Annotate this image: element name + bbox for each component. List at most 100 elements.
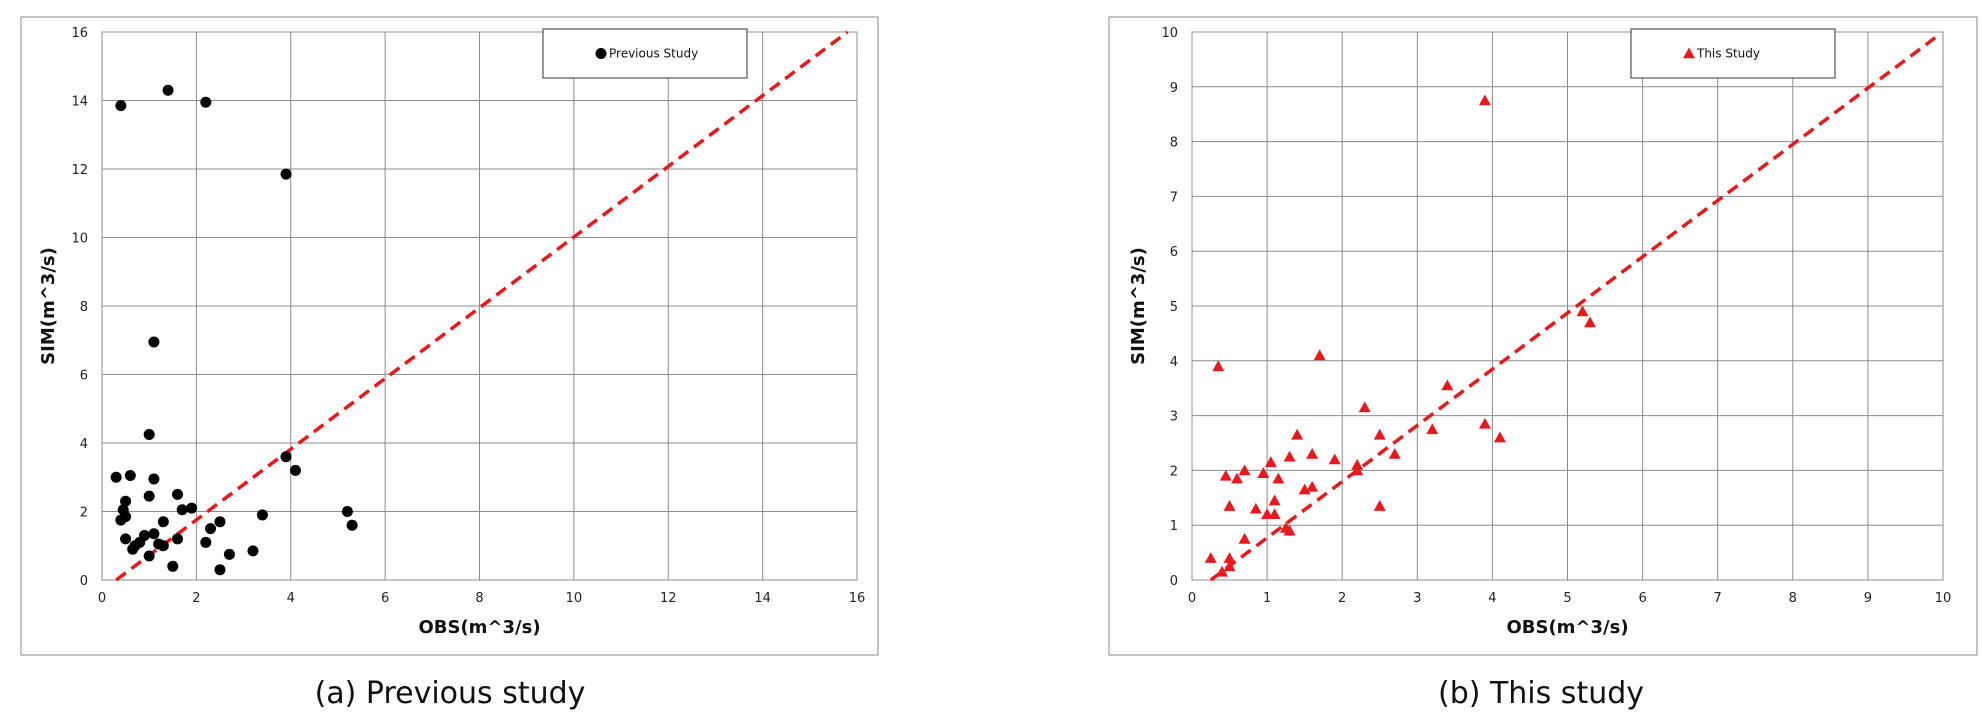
data-point [1264, 456, 1277, 467]
x-tick-label: 4 [287, 591, 295, 606]
y-tick-label: 7 [1170, 190, 1178, 205]
data-point [1283, 524, 1296, 536]
y-axis-ticks: 0 2 4 6 8 10 12 14 16 [71, 26, 88, 589]
data-point [1426, 423, 1439, 435]
data-point [167, 560, 179, 572]
data-point [148, 473, 160, 485]
y-tick-label: 4 [80, 437, 88, 452]
data-point [157, 516, 169, 528]
data-point [1223, 500, 1236, 511]
y-tick-label: 4 [1170, 355, 1178, 370]
chart-previous-study: 0 2 4 6 8 10 12 14 16 0 2 4 6 8 10 12 14 16 OBS(m^3/s) S… [20, 16, 879, 711]
data-point [186, 502, 198, 514]
x-tick-label: 7 [1714, 591, 1722, 606]
legend-marker-symbol [1683, 47, 1695, 59]
x-tick-label: 3 [1413, 591, 1421, 606]
data-point [1584, 316, 1597, 328]
x-tick-label: 8 [1789, 591, 1797, 606]
data-point [1328, 453, 1341, 465]
x-tick-label: 4 [1488, 591, 1496, 606]
x-tick-label: 0 [1188, 591, 1196, 606]
data-point [1272, 472, 1285, 484]
data-point [1257, 467, 1270, 478]
y-tick-label: 9 [1170, 81, 1178, 96]
legend: This Study [1630, 28, 1836, 79]
x-tick-label: 8 [475, 591, 483, 606]
one-to-one-line [115, 30, 849, 582]
data-point [120, 495, 132, 507]
caption: (b) This study [1438, 676, 1644, 711]
data-point [148, 528, 160, 540]
data-point [205, 523, 217, 535]
data-point [1313, 349, 1326, 361]
data-point [214, 564, 226, 576]
caption: (a) Previous study [315, 676, 586, 711]
data-point [1441, 379, 1454, 391]
x-tick-label: 16 [849, 591, 866, 606]
data-point [223, 548, 235, 560]
legend-box [1630, 28, 1836, 79]
legend-entry: Previous Study [609, 47, 698, 61]
data-point [280, 168, 292, 180]
data-point [214, 516, 226, 528]
data-point [1238, 532, 1251, 544]
data-point [117, 504, 129, 516]
y-tick-label: 6 [80, 369, 88, 384]
data-point [1223, 552, 1236, 563]
legend-box [542, 28, 748, 79]
data-point [1291, 428, 1304, 440]
y-tick-label: 16 [71, 26, 88, 41]
x-tick-label: 10 [566, 591, 583, 606]
data-point [1478, 417, 1491, 429]
data-point [143, 550, 155, 562]
data-point [1306, 480, 1319, 492]
x-tick-label: 12 [660, 591, 677, 606]
y-tick-label: 6 [1170, 245, 1178, 260]
y-tick-label: 10 [1161, 26, 1178, 41]
y-tick-label: 1 [1170, 519, 1178, 534]
data-point [1351, 464, 1364, 476]
y-tick-label: 8 [80, 300, 88, 315]
data-points [1204, 94, 1597, 577]
data-points [110, 84, 358, 576]
data-point [1358, 401, 1371, 413]
data-point [1204, 552, 1217, 563]
x-tick-label: 2 [1338, 591, 1346, 606]
x-tick-label: 5 [1563, 591, 1571, 606]
data-point [148, 336, 160, 348]
data-point [176, 504, 188, 516]
gridlines [1191, 31, 1944, 581]
data-point [1493, 431, 1506, 443]
y-tick-label: 0 [80, 574, 88, 589]
data-point [115, 100, 127, 112]
x-tick-label: 14 [754, 591, 771, 606]
y-axis-label: SIM(m^3/s) [1128, 247, 1149, 365]
data-point [200, 536, 212, 548]
data-point [1576, 305, 1589, 317]
y-tick-label: 0 [1170, 574, 1178, 589]
data-point [143, 490, 155, 502]
x-tick-label: 6 [1638, 591, 1646, 606]
chart-area-border [1108, 16, 1978, 656]
x-tick-label: 9 [1864, 591, 1872, 606]
data-point [247, 545, 259, 557]
data-point [1249, 502, 1262, 514]
data-point [1283, 450, 1296, 462]
y-tick-label: 8 [1170, 136, 1178, 151]
data-point [346, 519, 358, 531]
data-point [110, 471, 122, 483]
data-point [1231, 472, 1244, 484]
data-point [1268, 494, 1281, 506]
x-axis-ticks: 0 1 2 3 4 5 6 7 8 9 10 [1188, 591, 1951, 606]
data-point [256, 509, 268, 521]
data-point [1351, 458, 1364, 470]
x-tick-label: 6 [381, 591, 389, 606]
data-point [1268, 508, 1281, 520]
data-point [200, 96, 212, 108]
data-point [1388, 447, 1401, 459]
legend: Previous Study [542, 28, 748, 79]
data-point [1212, 360, 1225, 372]
legend-marker-symbol [595, 48, 607, 59]
data-point [120, 533, 132, 545]
data-point [153, 538, 165, 550]
